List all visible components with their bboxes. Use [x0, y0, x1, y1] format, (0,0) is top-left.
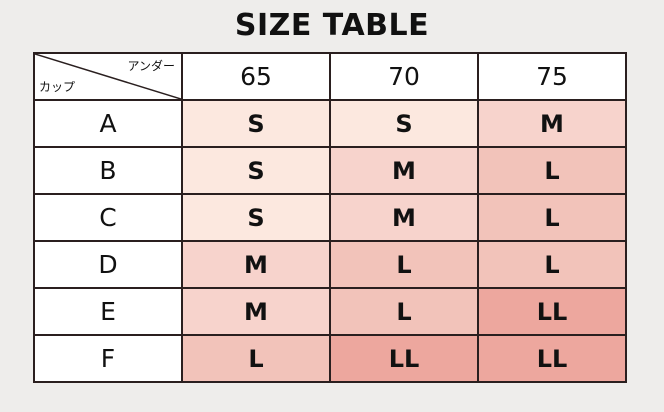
size-cell: L	[477, 193, 627, 242]
size-cell: L	[329, 287, 479, 336]
size-cell: M	[329, 146, 479, 195]
column-header: 75	[477, 52, 627, 101]
cup-header: E	[33, 287, 183, 336]
size-cell: LL	[329, 334, 479, 383]
size-cell: L	[181, 334, 331, 383]
size-cell: LL	[477, 287, 627, 336]
cup-label: カップ	[39, 80, 76, 94]
cup-header: D	[33, 240, 183, 289]
size-cell: LL	[477, 334, 627, 383]
cup-header: A	[33, 99, 183, 148]
under-label: アンダー	[127, 59, 175, 73]
size-cell: M	[477, 99, 627, 148]
diagonal-line	[35, 54, 181, 99]
page-title: SIZE TABLE	[234, 8, 430, 43]
size-cell: S	[181, 193, 331, 242]
header-row: アンダー カップ 65 70 75	[33, 52, 627, 101]
size-table: アンダー カップ 65 70 75 A S S M B S M L C S M L D M L L E M L LL F…	[33, 52, 627, 383]
size-cell: S	[181, 146, 331, 195]
cup-header: B	[33, 146, 183, 195]
table-row: E M L LL	[33, 287, 627, 336]
cup-header: F	[33, 334, 183, 383]
size-cell: L	[329, 240, 479, 289]
size-cell: L	[477, 240, 627, 289]
size-cell: M	[181, 240, 331, 289]
column-header: 70	[329, 52, 479, 101]
size-cell: M	[329, 193, 479, 242]
size-cell: M	[181, 287, 331, 336]
table-row: F L LL LL	[33, 334, 627, 383]
size-cell: S	[329, 99, 479, 148]
corner-cell: アンダー カップ	[33, 52, 183, 101]
size-cell: L	[477, 146, 627, 195]
column-header: 65	[181, 52, 331, 101]
size-cell: S	[181, 99, 331, 148]
cup-header: C	[33, 193, 183, 242]
